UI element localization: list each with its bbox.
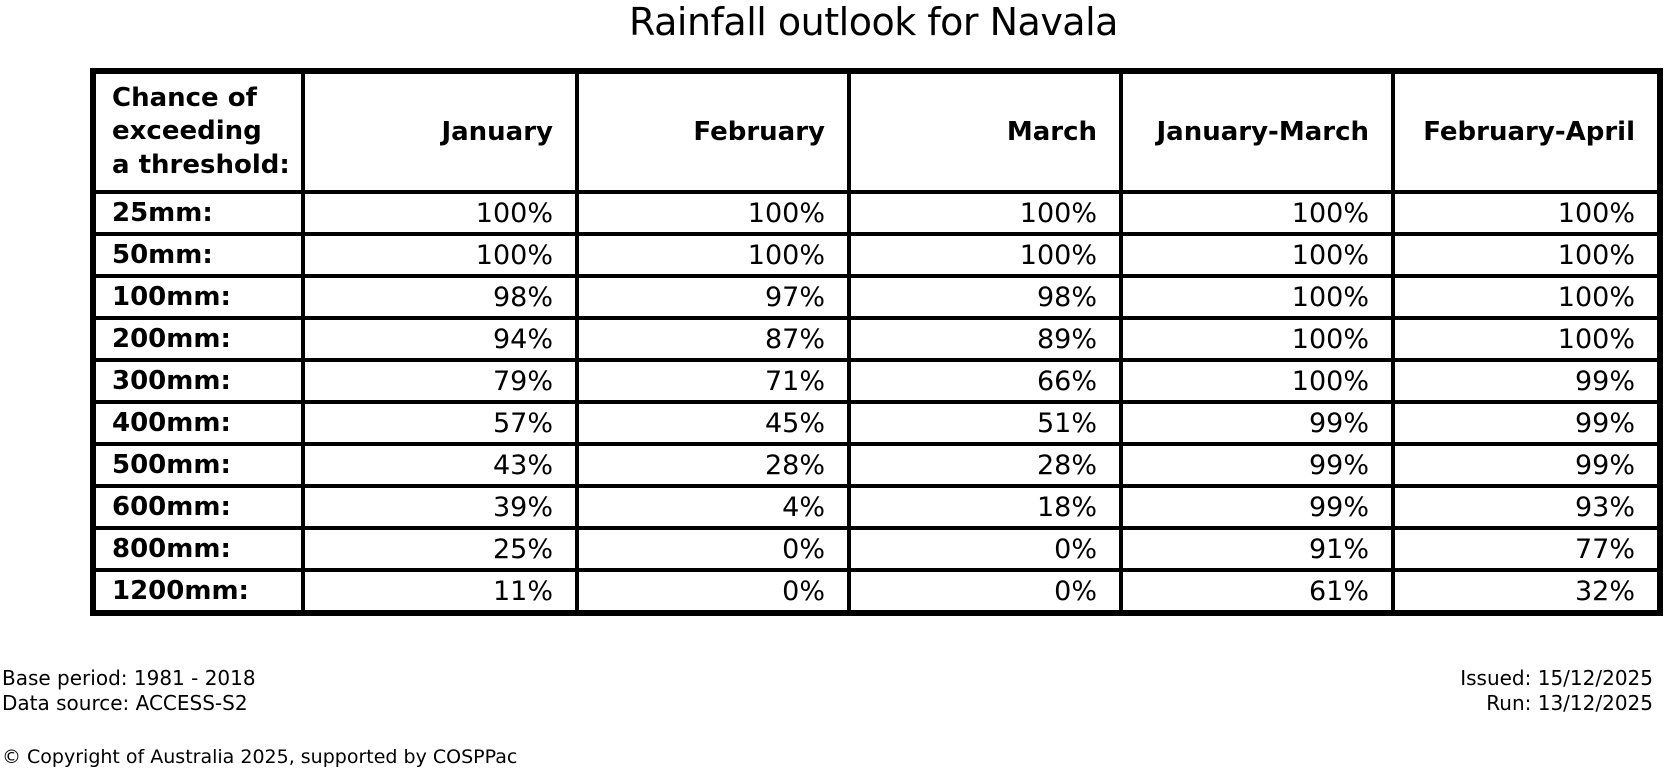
value-cell: 91% (1119, 526, 1395, 572)
value-cell: 99% (1391, 400, 1662, 446)
row-label: 400mm: (91, 400, 305, 446)
row-label: 1200mm: (91, 568, 305, 615)
value-cell: 98% (847, 274, 1123, 320)
table-row: 1200mm: 11% 0% 0% 61% 32% (91, 568, 1662, 615)
footer-right-block: Issued: 15/12/2025 Run: 13/12/2025 (1460, 666, 1653, 716)
value-cell: 0% (575, 568, 851, 615)
row-label: 200mm: (91, 316, 305, 362)
row-label: 800mm: (91, 526, 305, 572)
row-label: 25mm: (91, 190, 305, 236)
value-cell: 100% (575, 232, 851, 278)
value-cell: 97% (575, 274, 851, 320)
page-title: Rainfall outlook for Navala (629, 0, 1118, 44)
value-cell: 66% (847, 358, 1123, 404)
table-row: 50mm: 100% 100% 100% 100% 100% (91, 232, 1662, 278)
value-cell: 100% (1119, 358, 1395, 404)
column-header-march: March (847, 69, 1123, 194)
value-cell: 100% (1391, 232, 1662, 278)
table-row: 200mm: 94% 87% 89% 100% 100% (91, 316, 1662, 362)
value-cell: 28% (575, 442, 851, 488)
footer-copyright: © Copyright of Australia 2025, supported… (2, 746, 518, 768)
value-cell: 32% (1391, 568, 1662, 615)
value-cell: 100% (301, 190, 579, 236)
value-cell: 57% (301, 400, 579, 446)
row-label: 50mm: (91, 232, 305, 278)
value-cell: 100% (575, 190, 851, 236)
value-cell: 25% (301, 526, 579, 572)
value-cell: 99% (1119, 442, 1395, 488)
value-cell: 100% (1391, 190, 1662, 236)
value-cell: 39% (301, 484, 579, 530)
value-cell: 71% (575, 358, 851, 404)
row-label: 100mm: (91, 274, 305, 320)
value-cell: 99% (1391, 358, 1662, 404)
row-label: 500mm: (91, 442, 305, 488)
value-cell: 11% (301, 568, 579, 615)
value-cell: 0% (847, 568, 1123, 615)
value-cell: 87% (575, 316, 851, 362)
value-cell: 99% (1119, 484, 1395, 530)
value-cell: 98% (301, 274, 579, 320)
table-row: 600mm: 39% 4% 18% 99% 93% (91, 484, 1662, 530)
value-cell: 94% (301, 316, 579, 362)
value-cell: 93% (1391, 484, 1662, 530)
footer-left-block: Base period: 1981 - 2018 Data source: AC… (2, 666, 256, 716)
header-row: Chance of exceeding a threshold: January… (91, 69, 1662, 194)
column-header-february: February (575, 69, 851, 194)
value-cell: 0% (575, 526, 851, 572)
footer-run-date: Run: 13/12/2025 (1486, 691, 1653, 715)
value-cell: 100% (1119, 316, 1395, 362)
value-cell: 79% (301, 358, 579, 404)
value-cell: 61% (1119, 568, 1395, 615)
value-cell: 51% (847, 400, 1123, 446)
table-row: 400mm: 57% 45% 51% 99% 99% (91, 400, 1662, 446)
rainfall-outlook-table: Chance of exceeding a threshold: January… (90, 68, 1663, 616)
footer-data-source: Data source: ACCESS-S2 (2, 691, 248, 715)
value-cell: 100% (1119, 232, 1395, 278)
value-cell: 45% (575, 400, 851, 446)
corner-header: Chance of exceeding a threshold: (91, 69, 305, 194)
value-cell: 28% (847, 442, 1123, 488)
table-row: 100mm: 98% 97% 98% 100% 100% (91, 274, 1662, 320)
table-row: 25mm: 100% 100% 100% 100% 100% (91, 190, 1662, 236)
value-cell: 100% (301, 232, 579, 278)
column-header-january-march: January-March (1119, 69, 1395, 194)
column-header-january: January (301, 69, 579, 194)
value-cell: 100% (1119, 274, 1395, 320)
value-cell: 99% (1391, 442, 1662, 488)
value-cell: 100% (1119, 190, 1395, 236)
value-cell: 100% (847, 190, 1123, 236)
value-cell: 4% (575, 484, 851, 530)
row-label: 600mm: (91, 484, 305, 530)
footer-base-period: Base period: 1981 - 2018 (2, 666, 256, 690)
column-header-february-april: February-April (1391, 69, 1662, 194)
value-cell: 77% (1391, 526, 1662, 572)
value-cell: 89% (847, 316, 1123, 362)
value-cell: 100% (1391, 274, 1662, 320)
table-row: 500mm: 43% 28% 28% 99% 99% (91, 442, 1662, 488)
value-cell: 100% (1391, 316, 1662, 362)
table-row: 300mm: 79% 71% 66% 100% 99% (91, 358, 1662, 404)
footer-issued-date: Issued: 15/12/2025 (1460, 666, 1653, 690)
value-cell: 100% (847, 232, 1123, 278)
row-label: 300mm: (91, 358, 305, 404)
value-cell: 43% (301, 442, 579, 488)
table-row: 800mm: 25% 0% 0% 91% 77% (91, 526, 1662, 572)
value-cell: 99% (1119, 400, 1395, 446)
value-cell: 18% (847, 484, 1123, 530)
value-cell: 0% (847, 526, 1123, 572)
